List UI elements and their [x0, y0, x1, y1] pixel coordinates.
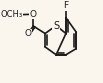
Text: F: F — [63, 1, 68, 10]
Text: O: O — [24, 29, 31, 38]
Text: S: S — [53, 21, 59, 31]
Text: O: O — [30, 10, 37, 19]
Text: OCH₃: OCH₃ — [0, 10, 22, 19]
